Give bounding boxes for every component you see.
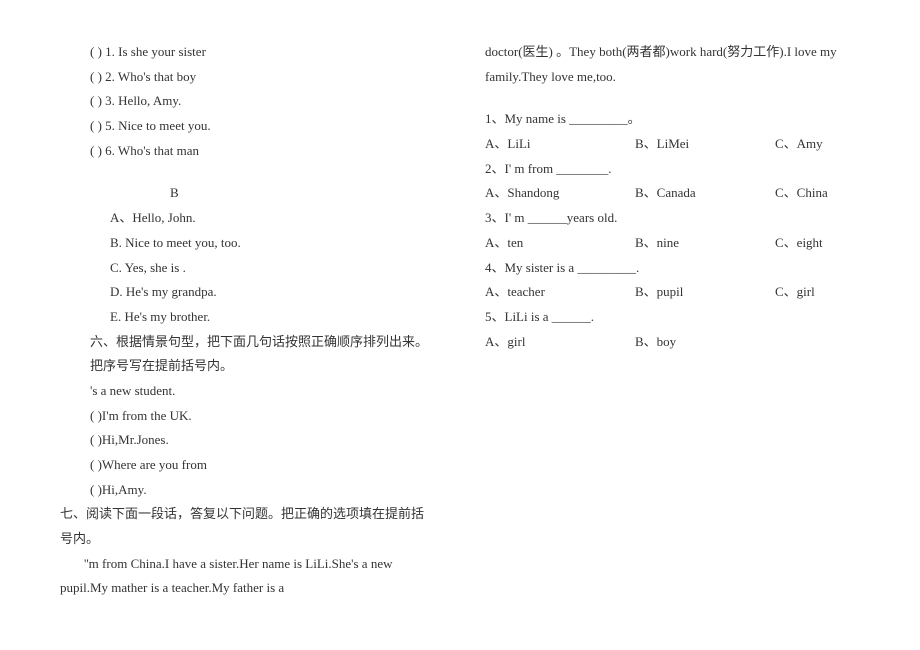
r-q3-c: C、eight [775,231,823,256]
r-q5-opts: A、girl B、boy [485,330,860,355]
r-q4-a: A、teacher [485,280,635,305]
page-columns: ( ) 1. Is she your sister ( ) 2. Who's t… [60,40,860,601]
r-q2-c: C、China [775,181,828,206]
r-q1: 1、My name is _________。 [485,107,860,132]
optA: A、Hello, John. [60,206,435,231]
r-q1-a: A、LiLi [485,132,635,157]
optB: B. Nice to meet you, too. [60,231,435,256]
r-q4-opts: A、teacher B、pupil C、girl [485,280,860,305]
r-q4-c: C、girl [775,280,815,305]
s6-line-e: ( )Hi,Amy. [60,478,435,503]
right-column: doctor(医生) 。They both(两者都)work hard(努力工作… [485,40,860,601]
r-q1-b: B、LiMei [635,132,775,157]
match-q5: ( ) 5. Nice to meet you. [60,114,435,139]
section-6-title: 六、根据情景句型，把下面几句话按照正确顺序排列出来。把序号写在提前括号内。 [60,330,435,379]
match-q2: ( ) 2. Who's that boy [60,65,435,90]
section-b-header: B [60,181,435,206]
optE: E. He's my brother. [60,305,435,330]
r-q5: 5、LiLi is a ______. [485,305,860,330]
r-q3-b: B、nine [635,231,775,256]
left-column: ( ) 1. Is she your sister ( ) 2. Who's t… [60,40,435,601]
section-7-passage: ''m from China.I have a sister.Her name … [60,552,435,601]
s6-line-c: ( )Hi,Mr.Jones. [60,428,435,453]
optC: C. Yes, she is . [60,256,435,281]
match-q1: ( ) 1. Is she your sister [60,40,435,65]
r-q3: 3、I' m ______years old. [485,206,860,231]
r-q2-b: B、Canada [635,181,775,206]
r-q3-opts: A、ten B、nine C、eight [485,231,860,256]
r-q1-c: C、Amy [775,132,823,157]
r-q2-a: A、Shandong [485,181,635,206]
r-q1-opts: A、LiLi B、LiMei C、Amy [485,132,860,157]
s6-line-d: ( )Where are you from [60,453,435,478]
section-7-title: 七、阅读下面一段话，答复以下问题。把正确的选项填在提前括号内。 [60,502,435,551]
match-q3: ( ) 3. Hello, Amy. [60,89,435,114]
r-q2-opts: A、Shandong B、Canada C、China [485,181,860,206]
r-q5-a: A、girl [485,330,635,355]
passage-continued: doctor(医生) 。They both(两者都)work hard(努力工作… [485,40,860,89]
optD: D. He's my grandpa. [60,280,435,305]
s6-line-a: 's a new student. [60,379,435,404]
r-q4-b: B、pupil [635,280,775,305]
r-q3-a: A、ten [485,231,635,256]
r-q2: 2、I' m from ________. [485,157,860,182]
match-q6: ( ) 6. Who's that man [60,139,435,164]
r-q4: 4、My sister is a _________. [485,256,860,281]
s6-line-b: ( )I'm from the UK. [60,404,435,429]
r-q5-b: B、boy [635,330,775,355]
